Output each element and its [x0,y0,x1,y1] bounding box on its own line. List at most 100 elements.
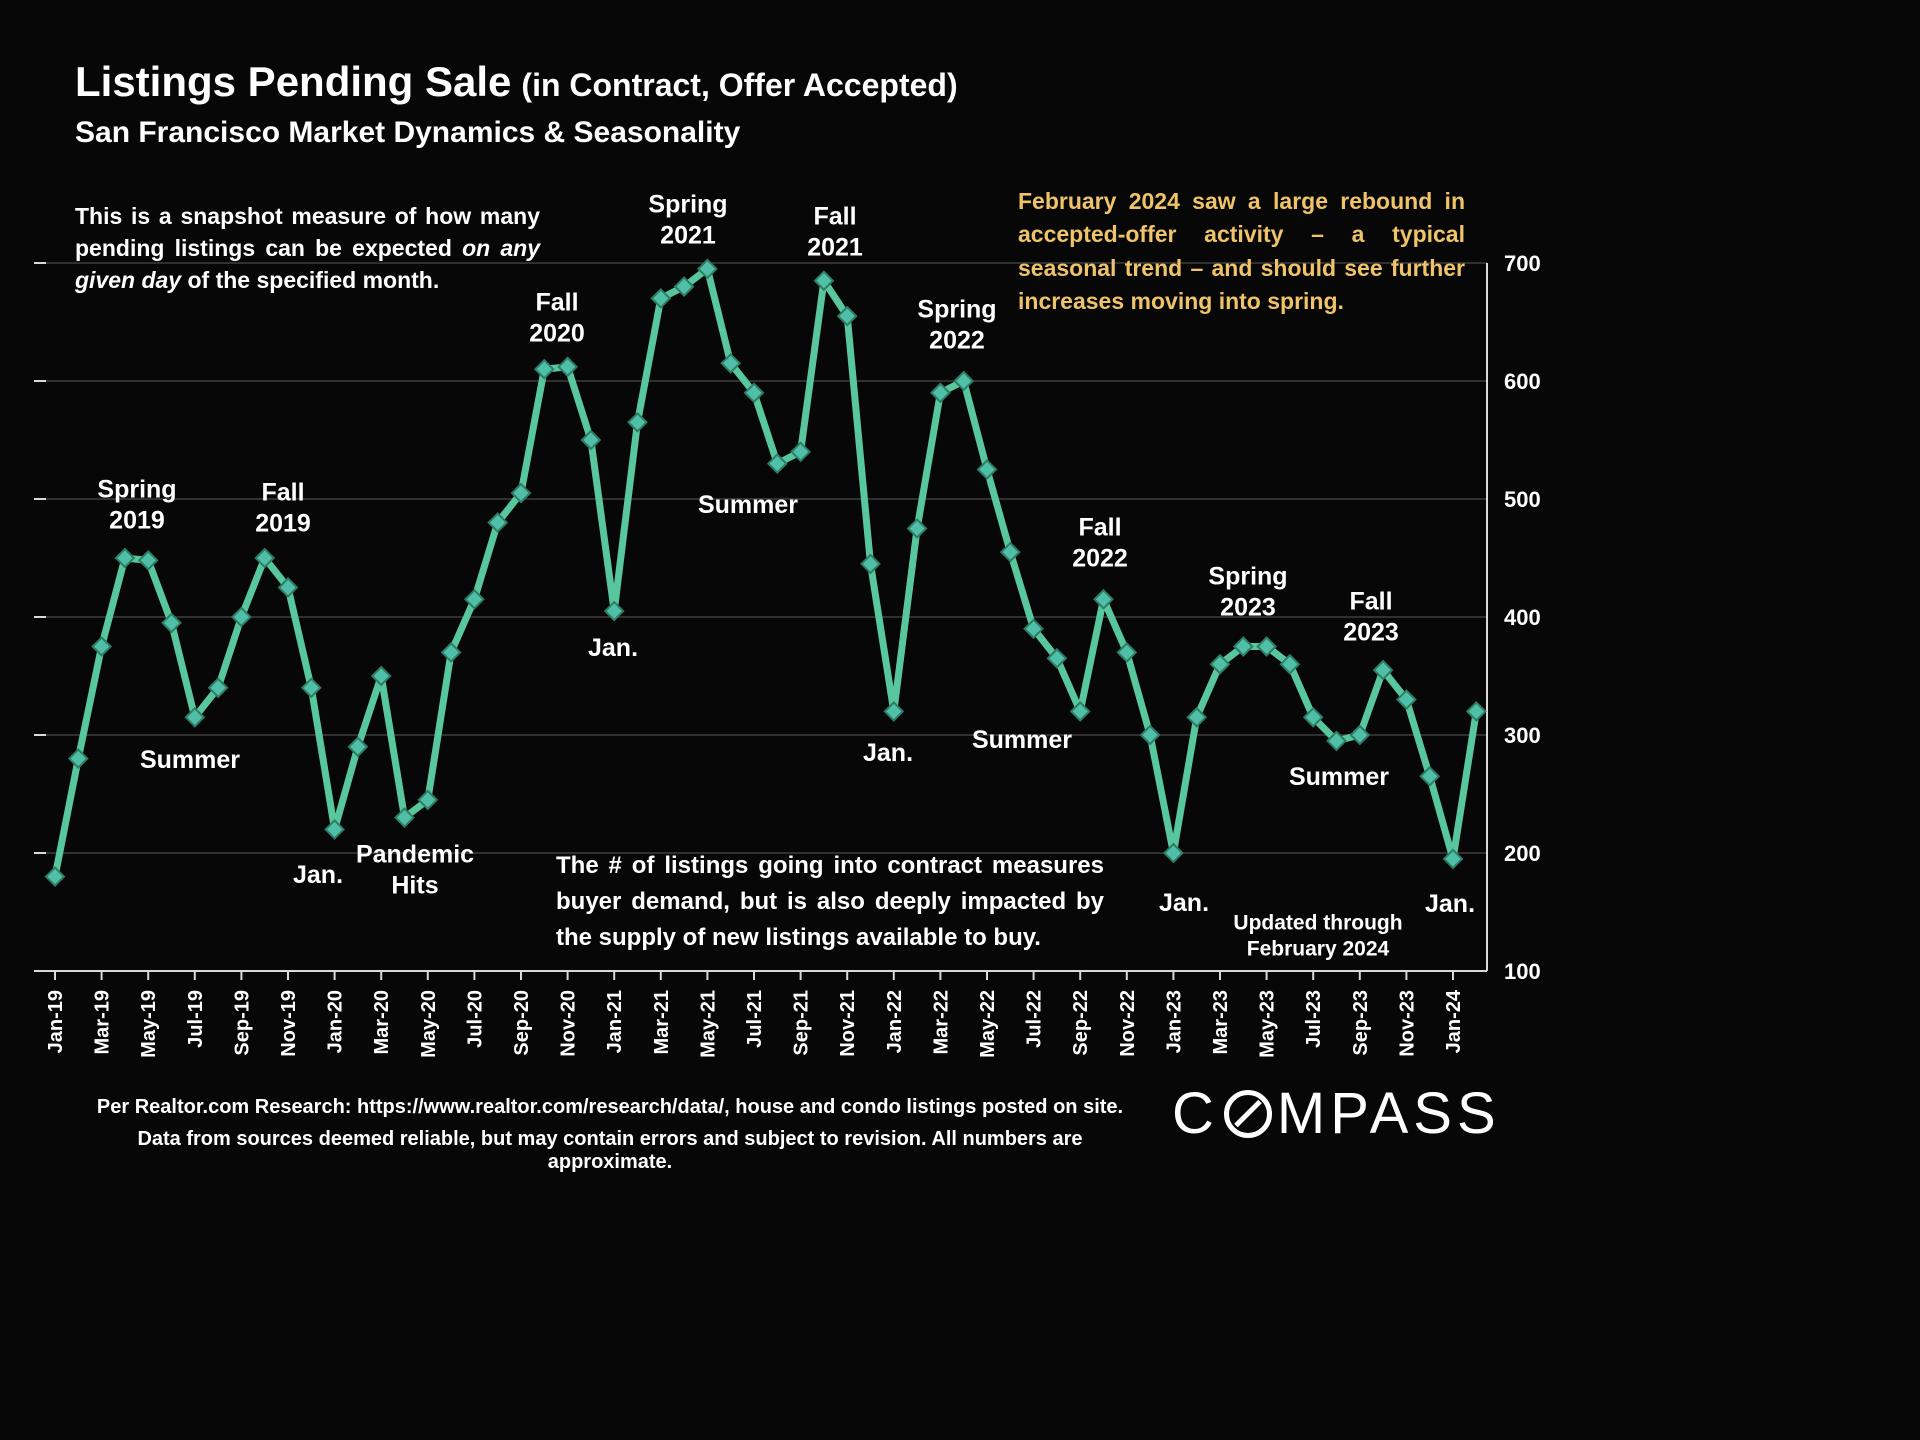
data-point [324,818,346,840]
data-point [533,358,555,380]
x-axis-label: Mar-19 [92,990,114,1054]
data-point [230,606,252,628]
compass-logo: C MPASS [1172,1080,1501,1147]
data-point [1186,706,1208,728]
x-axis-label: Sep-19 [231,990,253,1056]
data-point [836,305,858,327]
data-point [1302,706,1324,728]
data-point [627,411,648,433]
x-axis-label: Jan-19 [45,990,67,1053]
y-axis-label: 600 [1504,369,1541,394]
x-axis-label: Jul-23 [1303,990,1325,1048]
title-block: Listings Pending Sale (in Contract, Offer… [75,58,958,150]
data-point [44,866,66,888]
data-point [277,577,299,598]
x-axis-label: May-22 [977,990,999,1058]
x-axis-label: Jan-21 [604,990,626,1053]
data-point [161,612,182,634]
data-point [1256,636,1278,657]
x-axis-label: May-21 [697,990,719,1058]
x-axis-label: Jan-20 [325,990,347,1053]
data-point [300,677,322,699]
y-axis-label: 100 [1504,959,1541,984]
data-line [51,265,1480,881]
x-axis-label: Sep-22 [1070,990,1092,1056]
page-subtitle: San Francisco Market Dynamics & Seasonal… [75,116,741,149]
x-axis-label: Nov-19 [278,990,300,1057]
x-axis-label: Jan-24 [1443,989,1465,1053]
data-point [1465,700,1487,722]
x-axis-label: Jul-19 [185,990,207,1048]
x-axis-label: Mar-21 [651,990,673,1054]
data-point [1069,700,1091,722]
x-axis-label: May-23 [1257,990,1279,1058]
data-point [906,518,928,539]
data-point [696,258,718,280]
data-point [1139,724,1161,746]
data-point [1349,724,1371,746]
data-point [1326,730,1347,752]
data-point [207,677,229,699]
x-axis-label: Mar-20 [371,990,393,1054]
data-point [1023,618,1045,640]
data-point [440,641,462,663]
data-point [370,665,392,687]
footer-disclaimer-line: Data from sources deemed reliable, but m… [137,1128,1083,1173]
page-title: Listings Pending Sale (in Contract, Offer… [75,58,958,106]
data-point [1232,636,1254,657]
compass-logo-rest: MPASS [1276,1081,1501,1146]
data-point [1372,659,1394,681]
compass-logo-c: C [1172,1081,1219,1146]
x-axis-label: Nov-20 [558,990,580,1057]
x-axis-label: Sep-21 [791,990,813,1056]
data-point [510,482,532,504]
data-point [1093,588,1114,610]
intro-note-part2: of the specified month. [181,267,440,294]
data-point [137,549,159,571]
data-point [743,382,765,404]
x-axis-label: Jul-21 [744,990,766,1048]
x-axis-label: Jan-23 [1163,990,1185,1053]
data-point [1442,848,1464,870]
data-point [1395,689,1417,711]
data-point [1279,653,1301,675]
data-point [487,512,509,534]
intro-note: This is a snapshot measure of how many p… [75,200,540,297]
x-axis-label: May-19 [138,990,160,1058]
data-point [1419,765,1441,787]
data-point [1162,842,1184,864]
footer-source-line: Per Realtor.com Research: https://www.re… [96,1096,1124,1118]
data-point [114,547,136,569]
data-point [766,453,788,475]
data-point [976,459,998,480]
data-point [417,789,439,811]
x-axis-label: Mar-23 [1210,990,1232,1054]
demand-note: The # of listings going into contract me… [556,852,1104,951]
data-point [860,553,881,575]
x-axis-label: Sep-20 [511,990,533,1056]
data-point [953,370,975,392]
data-point [394,807,415,829]
y-axis-label: 700 [1504,251,1541,276]
highlight-note: February 2024 saw a large rebound in acc… [1018,188,1465,315]
page-title-paren: (in Contract, Offer Accepted) [521,67,958,103]
data-point [557,356,579,378]
x-axis-label: Mar-22 [930,990,952,1054]
data-point [184,706,206,728]
y-axis-label: 500 [1504,487,1541,512]
data-point [929,382,951,404]
data-point [580,429,602,451]
data-point [790,441,812,463]
x-axis-label: Nov-21 [837,990,859,1057]
x-axis-label: May-20 [418,990,440,1058]
data-point [91,636,113,657]
x-axis-label: Nov-23 [1396,990,1418,1057]
x-axis-label: Sep-23 [1350,990,1372,1056]
data-point [813,270,835,292]
x-axis-label: Jul-20 [464,990,486,1048]
intro-note-part1: This is a snapshot measure of how many p… [75,203,540,262]
data-point [463,588,485,610]
data-point [347,736,369,758]
